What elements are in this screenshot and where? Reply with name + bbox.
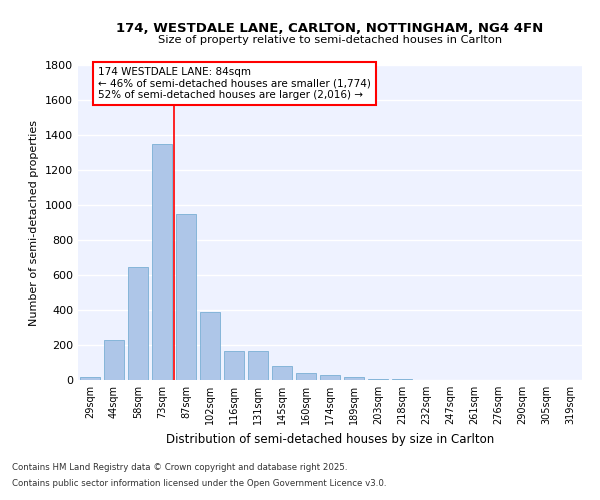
Text: Size of property relative to semi-detached houses in Carlton: Size of property relative to semi-detach…: [158, 35, 502, 45]
Bar: [176, 214, 196, 380]
Bar: [80, 376, 100, 380]
Bar: [248, 351, 268, 380]
X-axis label: Distribution of semi-detached houses by size in Carlton: Distribution of semi-detached houses by …: [166, 432, 494, 446]
Text: Contains HM Land Registry data © Crown copyright and database right 2025.: Contains HM Land Registry data © Crown c…: [12, 464, 347, 472]
Bar: [152, 144, 172, 380]
Text: Contains public sector information licensed under the Open Government Licence v3: Contains public sector information licen…: [12, 478, 386, 488]
Y-axis label: Number of semi-detached properties: Number of semi-detached properties: [29, 120, 40, 326]
Text: 174 WESTDALE LANE: 84sqm
← 46% of semi-detached houses are smaller (1,774)
52% o: 174 WESTDALE LANE: 84sqm ← 46% of semi-d…: [98, 66, 371, 100]
Bar: [104, 340, 124, 380]
Bar: [224, 351, 244, 380]
Bar: [320, 375, 340, 380]
Bar: [344, 378, 364, 380]
Bar: [272, 366, 292, 380]
Text: 174, WESTDALE LANE, CARLTON, NOTTINGHAM, NG4 4FN: 174, WESTDALE LANE, CARLTON, NOTTINGHAM,…: [116, 22, 544, 36]
Bar: [368, 378, 388, 380]
Bar: [296, 373, 316, 380]
Bar: [128, 267, 148, 380]
Bar: [200, 312, 220, 380]
